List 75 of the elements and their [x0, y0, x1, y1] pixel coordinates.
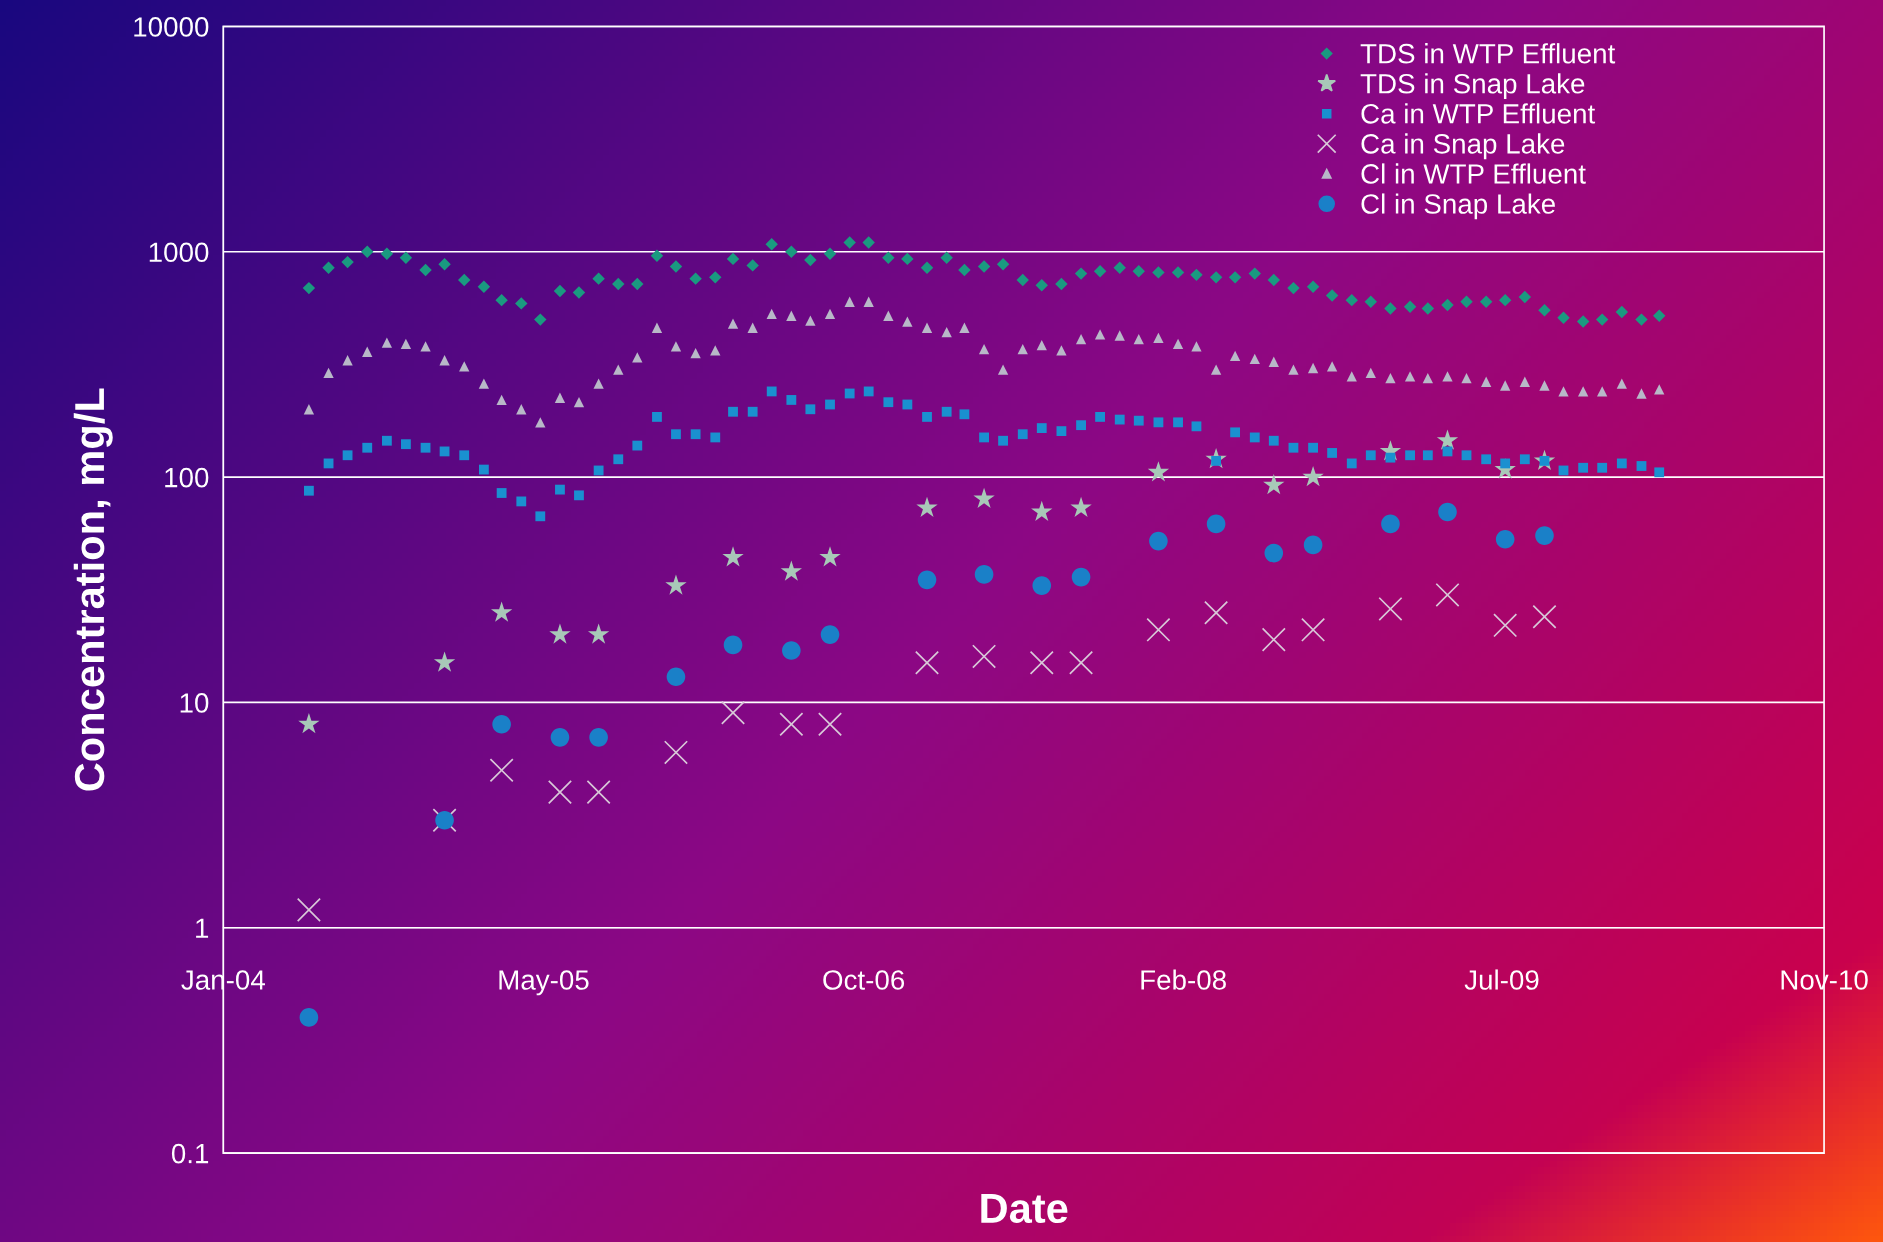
point: [547, 780, 572, 805]
point: [549, 623, 571, 644]
point: [1070, 496, 1092, 517]
point: [492, 714, 511, 734]
point: [1435, 582, 1460, 607]
point: [972, 644, 997, 669]
point: [1261, 627, 1286, 652]
legend-label: Cl in WTP Effluent: [1361, 163, 1586, 184]
point: [1029, 650, 1054, 675]
point: [1436, 429, 1459, 450]
legend-label: Ca in Snap Lake: [1361, 133, 1565, 160]
y-tick-label: 10000: [134, 17, 209, 37]
point: [587, 623, 610, 644]
point: [917, 570, 937, 590]
point: [1532, 604, 1557, 629]
point: [663, 740, 689, 765]
point: [296, 897, 321, 922]
point: [1069, 650, 1094, 675]
point: [1493, 613, 1518, 638]
point: [916, 496, 938, 517]
point: [1146, 617, 1171, 642]
point: [1535, 526, 1554, 545]
point: [433, 651, 456, 672]
point: [973, 487, 995, 508]
point: [1206, 514, 1226, 534]
point: [1147, 461, 1170, 482]
point: [974, 565, 994, 584]
point: [666, 667, 686, 687]
x-tick-label: May-05: [499, 970, 589, 996]
point: [489, 758, 514, 783]
point: [1204, 600, 1229, 625]
point: [1303, 535, 1323, 555]
point: [586, 780, 611, 805]
point: [490, 601, 513, 622]
point: [720, 700, 746, 725]
point: [819, 546, 841, 567]
point: [779, 712, 804, 737]
point: [723, 635, 743, 655]
point: [782, 641, 801, 660]
point: [722, 546, 744, 567]
y-tick-label: 0.1: [171, 1143, 209, 1164]
point: [1495, 529, 1515, 549]
point: [299, 1008, 319, 1027]
y-tick-label: 100: [165, 467, 209, 488]
point: [1031, 500, 1053, 522]
point: [589, 728, 608, 747]
point: [1301, 617, 1326, 642]
point: [914, 650, 940, 675]
point: [298, 713, 320, 734]
point: [1032, 576, 1052, 595]
point: [1438, 502, 1457, 522]
x-axis-title: Date: [981, 1194, 1068, 1224]
legend-label: TDS in WTP Effluent: [1360, 43, 1616, 64]
point: [1302, 465, 1324, 487]
y-tick-label: 1: [196, 918, 209, 938]
point: [780, 560, 802, 581]
legend-label: Ca in WTP Effluent: [1361, 103, 1596, 124]
legend-label: Cl in Snap Lake: [1361, 193, 1555, 220]
point: [1264, 543, 1284, 563]
point: [817, 712, 843, 737]
y-tick-label: 10: [180, 693, 209, 713]
point: [1378, 596, 1403, 621]
point: [820, 625, 840, 644]
point: [1071, 567, 1091, 587]
point: [1149, 531, 1168, 551]
point: [1381, 514, 1400, 534]
point: [665, 574, 687, 595]
point: [550, 728, 570, 747]
x-tick-label: Jul-09: [1464, 969, 1539, 990]
point: [1263, 474, 1285, 495]
x-tick-label: Oct-06: [823, 970, 905, 990]
y-axis-title: Concentration, mg/L: [73, 388, 113, 791]
legend-label: TDS in Snap Lake: [1360, 73, 1585, 100]
x-tick-label: Feb-08: [1141, 969, 1226, 990]
y-tick-label: 1000: [149, 242, 209, 263]
